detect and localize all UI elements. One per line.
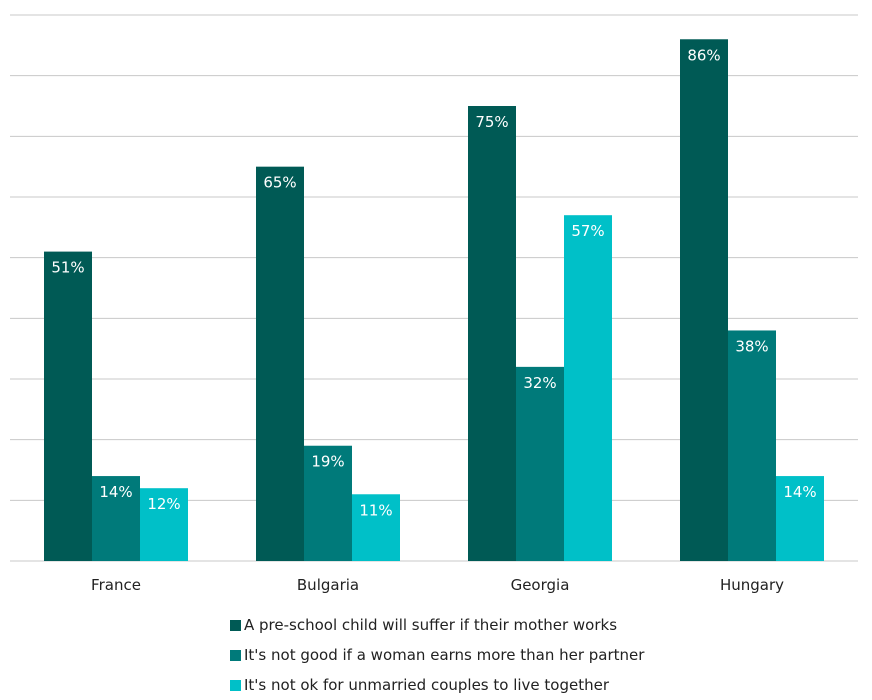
bar [352,494,400,561]
legend-label: It's not good if a woman earns more than… [244,646,645,664]
data-label: 19% [311,453,344,471]
x-tick-label: Georgia [511,576,570,594]
legend-item: A pre-school child will suffer if their … [230,610,644,640]
bar [92,476,140,561]
bars: 51% 14% 12% 65% 19% 11% 75% 32% 57% 86% 38% 14% [44,39,824,562]
bar [468,106,516,561]
legend-swatch [230,649,241,661]
bar [728,330,776,561]
data-label: 14% [783,483,816,501]
bar [776,476,824,561]
bar [140,488,188,561]
x-tick-label: Bulgaria [297,576,359,594]
legend-label: It's not ok for unmarried couples to liv… [244,676,610,694]
legend-item: It's not ok for unmarried couples to liv… [230,670,644,700]
x-tick-label: Hungary [720,576,784,594]
bar [564,215,612,561]
x-tick-label: France [91,576,141,594]
data-label: 86% [687,46,720,64]
data-label: 11% [359,501,392,519]
legend: A pre-school child will suffer if their … [230,610,644,700]
legend-swatch [230,619,241,631]
data-label: 38% [735,337,768,355]
bar [304,445,352,561]
bar [516,366,564,561]
data-label: 32% [523,374,556,392]
data-label: 51% [51,259,84,277]
data-label: 75% [475,113,508,131]
legend-swatch [230,679,241,691]
bar [680,39,728,562]
data-label: 14% [99,483,132,501]
bar-chart: 51% 14% 12% 65% 19% 11% 75% 32% 57% 86% 38% 14% Fra… [10,14,858,594]
data-label: 57% [571,222,604,240]
bar [44,251,92,561]
data-label: 65% [263,174,296,192]
bar [256,166,304,561]
data-label: 12% [147,495,180,513]
x-axis-labels: France Bulgaria Georgia Hungary [91,576,784,594]
legend-item: It's not good if a woman earns more than… [230,640,644,670]
legend-label: A pre-school child will suffer if their … [244,616,618,634]
